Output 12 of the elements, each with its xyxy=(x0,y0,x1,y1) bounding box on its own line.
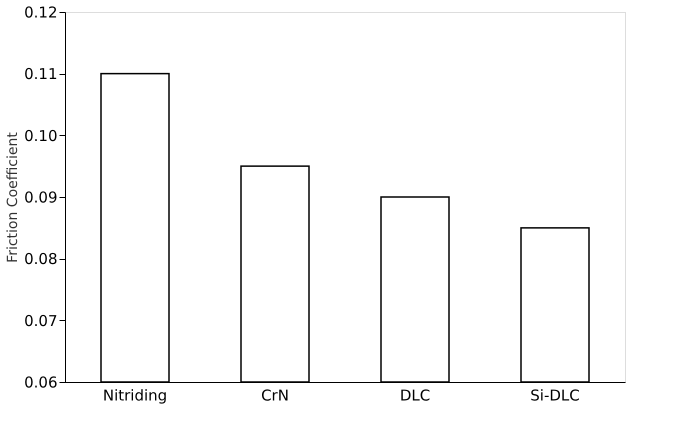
x-tick-label: Si-DLC xyxy=(530,386,580,404)
y-tick-label: 0.10 xyxy=(24,126,58,145)
x-tick-label: CrN xyxy=(261,386,289,404)
y-axis-title: Friction Coefficient xyxy=(5,132,22,263)
y-tick-label: 0.07 xyxy=(24,312,58,330)
y-tick-label: 0.06 xyxy=(24,374,58,392)
x-tick-label: Nitriding xyxy=(102,386,168,404)
y-tick-label: 0.11 xyxy=(24,65,58,84)
y-tick-label: 0.08 xyxy=(24,250,58,268)
y-tick-label: 0.09 xyxy=(24,188,58,206)
x-tick-label: DLC xyxy=(400,386,430,404)
y-tick-label: 0.12 xyxy=(24,4,58,22)
